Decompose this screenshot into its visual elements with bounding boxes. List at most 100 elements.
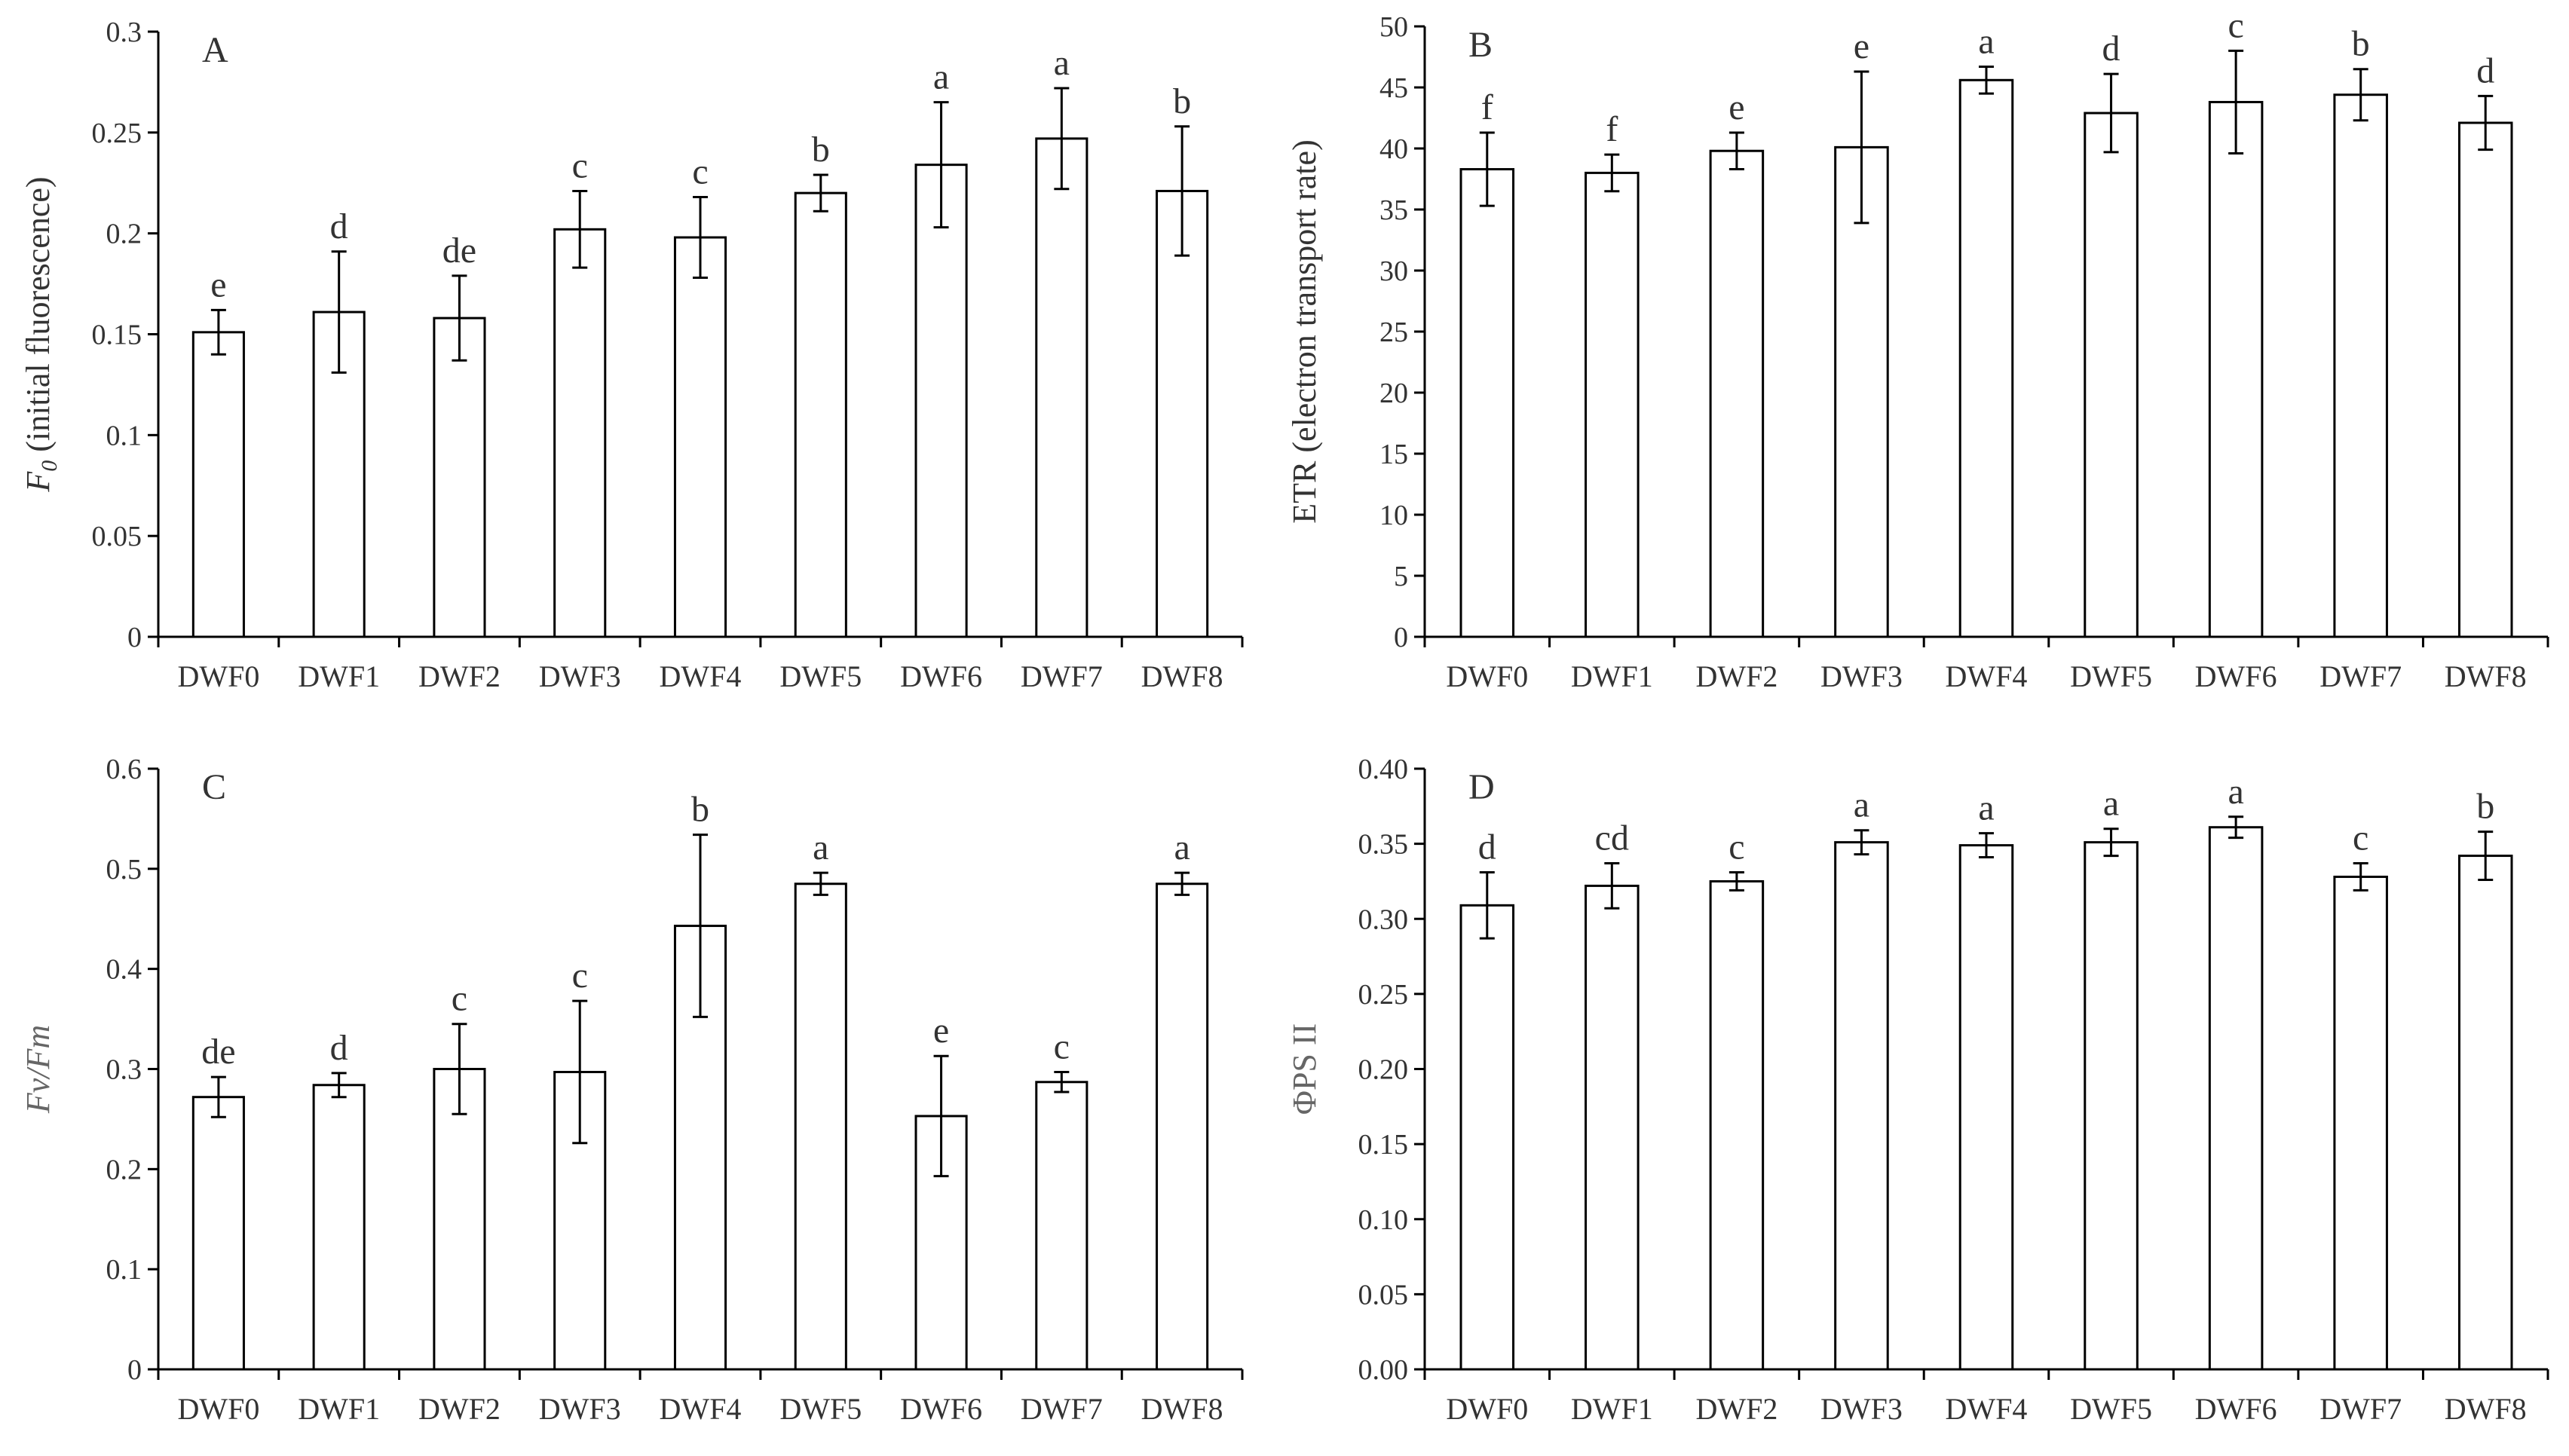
significance-letter: a [2103,784,2119,824]
y-tick-label: 40 [1379,133,1408,165]
bar-dwf8 [2457,855,2513,1371]
bar-dwf4 [1958,844,2014,1371]
y-tick-label: 0.6 [106,754,142,785]
y-axis-title: ΦPS II [1286,1023,1323,1115]
bar-dwf8 [1156,882,1209,1371]
bar-dwf8 [2457,121,2513,638]
significance-letter: a [933,57,949,97]
y-tick-label: 0.3 [106,17,142,48]
x-tick-label: DWF4 [660,1392,742,1426]
bar-dwf7 [1035,1081,1089,1371]
x-tick-label: DWF5 [2070,1392,2152,1426]
significance-letter: de [201,1032,235,1072]
panel-label: A [202,30,228,70]
y-tick-label: 0.20 [1358,1054,1409,1086]
panel-a: 0 0.05 0.1 0.15 0.2 0.25 0.3 e DWF0 d DWF1 de DWF2 c D… [20,17,1244,693]
x-tick-label: DWF0 [177,1392,259,1426]
bar-dwf0 [1459,904,1515,1371]
y-tick-label: 0.2 [106,219,142,250]
significance-letter: b [812,130,830,170]
y-tick-label: 0.05 [1358,1279,1409,1311]
y-tick-label: 15 [1379,439,1408,470]
bar-dwf3 [1834,145,1889,638]
x-tick-label: DWF0 [1446,1392,1528,1426]
bar-dwf5 [2084,841,2139,1371]
significance-letter: b [2352,24,2370,64]
bar-dwf1 [312,1084,366,1371]
bar-dwf2 [1709,149,1765,638]
x-tick-label: DWF3 [1820,659,1903,693]
y-tick-label: 0 [1394,622,1408,653]
significance-letter: a [1978,788,1994,828]
y-tick-label: 45 [1379,72,1408,104]
y-tick-label: 5 [1394,561,1408,592]
bar-dwf8 [1156,189,1209,638]
x-tick-label: DWF2 [418,659,501,693]
x-tick-label: DWF0 [177,659,259,693]
significance-letter: e [1854,26,1869,66]
x-tick-label: DWF6 [2195,659,2277,693]
y-tick-label: 0.30 [1358,904,1409,935]
x-tick-label: DWF1 [298,659,380,693]
y-tick-label: 35 [1379,194,1408,226]
y-tick-label: 0.10 [1358,1204,1409,1236]
y-tick-label: 25 [1379,317,1408,348]
x-tick-label: DWF1 [1571,659,1653,693]
panel-c: 0 0.1 0.2 0.3 0.4 0.5 0.6 de DWF0 d DWF1 c DWF2 c DWF3… [20,754,1244,1426]
significance-letter: b [2476,787,2494,827]
significance-letter: f [1606,109,1618,149]
panel-label: C [202,767,226,807]
y-tick-label: 0.05 [92,521,142,552]
significance-letter: a [2228,772,2243,812]
y-axis-title: ETR (electron transport rate) [1286,139,1323,523]
bar-dwf6 [2208,100,2264,638]
x-tick-label: DWF5 [779,659,862,693]
bar-dwf0 [191,1096,245,1371]
significance-letter: a [813,827,828,867]
x-tick-label: DWF8 [2445,1392,2527,1426]
y-tick-label: 0.15 [92,320,142,351]
significance-letter: e [933,1011,949,1051]
significance-letter: d [2102,29,2120,69]
y-tick-label: 0.35 [1358,829,1409,861]
significance-letter: c [1728,827,1744,867]
y-tick-label: 0.40 [1358,754,1409,785]
x-tick-label: DWF5 [2070,659,2152,693]
significance-letter: f [1481,87,1493,127]
y-axis-title: Fv/Fm [20,1025,57,1114]
bar-dwf4 [673,236,727,638]
panel-d: 0.00 0.05 0.10 0.15 0.20 0.25 0.30 0.35 0.40 d DWF… [1286,754,2549,1426]
significance-letter: cd [1595,818,1629,858]
x-tick-label: DWF6 [900,1392,982,1426]
significance-letter: d [330,1028,348,1068]
significance-letter: a [1978,21,1994,61]
y-tick-label: 0.5 [106,854,142,886]
y-tick-label: 30 [1379,255,1408,287]
x-tick-label: DWF4 [1946,659,2028,693]
x-tick-label: DWF3 [539,1392,621,1426]
panel-label: B [1468,25,1493,65]
y-tick-label: 0 [127,1354,142,1386]
x-tick-label: DWF6 [2195,1392,2277,1426]
bar-dwf7 [1035,137,1089,638]
y-axis-title: F0 (initial fluorescence) [20,176,62,492]
bar-dwf0 [191,331,245,638]
significance-letter: a [1174,827,1190,867]
significance-letter: a [1854,785,1869,825]
x-tick-label: DWF7 [1021,659,1103,693]
bar-dwf3 [553,228,607,638]
y-tick-label: 0.1 [106,1254,142,1286]
y-tick-label: 0.25 [92,118,142,149]
x-tick-label: DWF8 [1141,1392,1223,1426]
bar-dwf1 [1585,171,1640,638]
x-tick-label: DWF3 [539,659,621,693]
significance-letter: e [1728,87,1744,127]
significance-letter: c [572,956,588,996]
x-tick-label: DWF7 [2319,1392,2402,1426]
bar-dwf6 [914,164,968,638]
significance-letter: e [210,265,226,304]
x-tick-label: DWF1 [1571,1392,1653,1426]
significance-letter: b [691,790,709,830]
bar-dwf1 [1585,884,1640,1371]
y-tick-label: 0 [127,622,142,653]
